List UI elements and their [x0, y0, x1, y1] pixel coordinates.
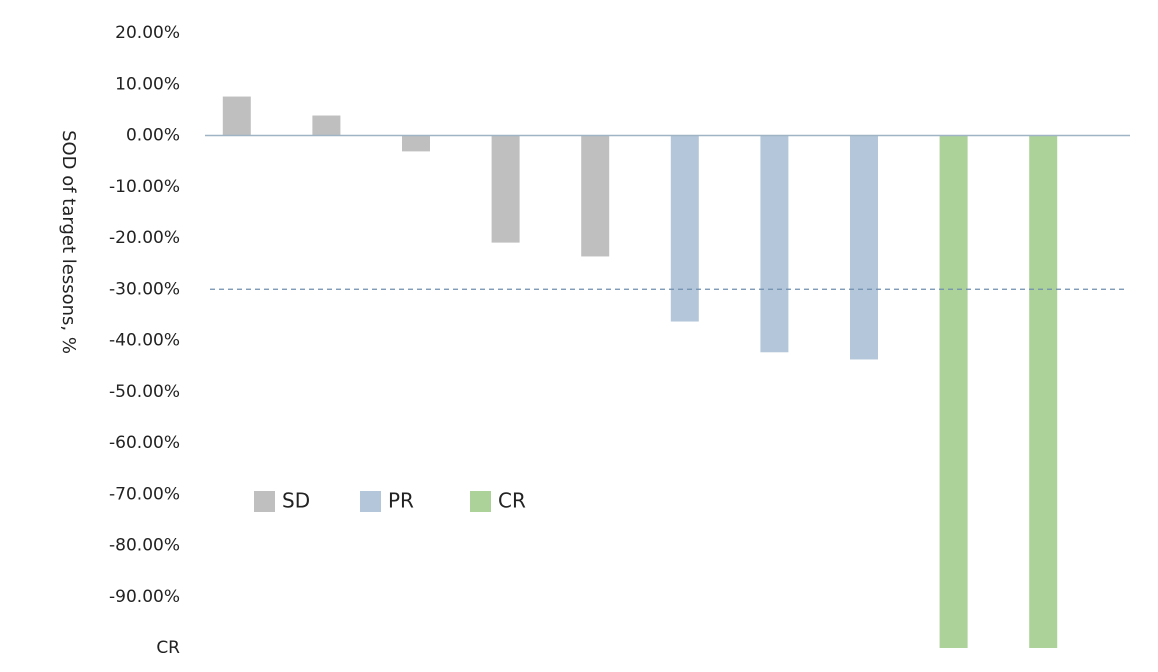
y-tick-label: 10.00% — [115, 74, 180, 94]
y-tick-label: -30.00% — [109, 279, 180, 299]
bar — [850, 135, 878, 360]
y-tick-label: -80.00% — [109, 536, 180, 556]
bar — [491, 135, 520, 243]
legend-label: PR — [388, 489, 414, 513]
legend-label: SD — [282, 489, 310, 513]
y-tick-label: -40.00% — [109, 331, 180, 351]
bar — [581, 135, 610, 257]
legend-swatch — [470, 491, 491, 512]
legend-swatch — [254, 491, 275, 512]
bar — [670, 135, 699, 322]
y-tick-label: -60.00% — [109, 433, 180, 453]
legend-label: CR — [498, 489, 526, 513]
bar — [1029, 135, 1058, 648]
bar — [312, 115, 341, 136]
bar — [939, 135, 968, 648]
bar — [402, 135, 430, 152]
y-tick-label: CR — [156, 638, 180, 658]
y-tick-label: -20.00% — [109, 228, 180, 248]
legend-swatch — [360, 491, 381, 512]
y-tick-label: 20.00% — [115, 23, 180, 43]
bar — [760, 135, 789, 353]
bar — [222, 96, 251, 136]
y-tick-label: 0.00% — [126, 126, 180, 146]
y-tick-label: -50.00% — [109, 382, 180, 402]
y-tick-label: -10.00% — [109, 177, 180, 197]
y-axis-label: SOD of target lessons, % — [58, 130, 79, 354]
y-tick-label: -90.00% — [109, 587, 180, 607]
y-tick-label: -70.00% — [109, 484, 180, 504]
